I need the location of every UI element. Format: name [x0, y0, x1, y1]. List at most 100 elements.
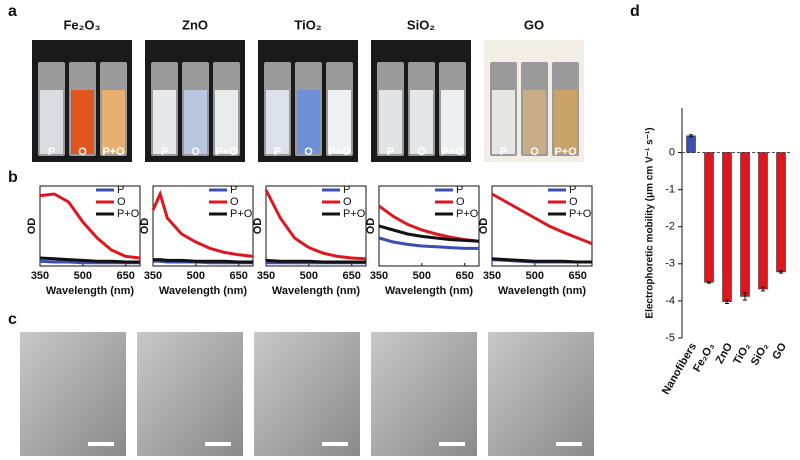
tem-image	[371, 332, 477, 456]
vial-liquid	[71, 90, 94, 154]
data-line	[265, 258, 366, 264]
x-tick-label: 650	[569, 270, 587, 282]
plot-frame	[39, 185, 141, 267]
x-axis-label: Wavelength (nm)	[385, 285, 474, 297]
bar	[758, 152, 768, 290]
vial-liquid	[379, 90, 402, 154]
vial-liquid	[102, 90, 125, 154]
legend-label: P	[456, 184, 463, 196]
error-bar	[725, 299, 729, 304]
bar	[740, 152, 750, 297]
scale-bar	[88, 442, 114, 446]
plot-frame	[152, 185, 254, 267]
vial-liquid	[523, 90, 546, 154]
vial-label: P	[48, 146, 55, 158]
tem-image	[488, 332, 594, 456]
y-axis-label: OD	[365, 218, 377, 235]
panel-label: a	[8, 3, 17, 20]
y-axis-label: OD	[252, 218, 264, 235]
error-bar	[779, 270, 783, 274]
legend-label: O	[343, 196, 352, 208]
x-tick-label: 350	[144, 270, 162, 282]
vial-label: P+O	[441, 146, 464, 158]
error-bar	[707, 281, 711, 284]
sample-name: Fe₂O₃	[63, 17, 100, 32]
x-tick-label: 350	[31, 270, 49, 282]
tem-image	[254, 332, 360, 456]
vial-label: P+O	[554, 146, 577, 158]
legend-label: P	[569, 184, 576, 196]
vial-liquid	[215, 90, 238, 154]
vial-label: P	[500, 146, 507, 158]
legend-label: P+O	[343, 208, 366, 220]
tem-image	[20, 332, 126, 456]
vial-liquid	[266, 90, 289, 154]
data-line	[378, 224, 480, 243]
x-tick-label: 350	[370, 270, 388, 282]
vial-liquid	[297, 90, 320, 154]
scale-bar	[205, 442, 231, 446]
vial-label: P+O	[102, 146, 125, 158]
bar	[686, 135, 696, 153]
legend-label: O	[569, 196, 578, 208]
data-line	[151, 189, 254, 258]
x-tick-label: 500	[413, 270, 431, 282]
bar	[722, 152, 732, 302]
x-tick-label: 500	[526, 270, 544, 282]
bar	[776, 152, 786, 273]
x-tick-label: 350	[257, 270, 275, 282]
scale-bar	[322, 442, 348, 446]
legend-label: P	[343, 184, 350, 196]
y-tick-label: -4	[665, 295, 675, 307]
vial-label: O	[417, 146, 426, 158]
legend-label: O	[230, 196, 239, 208]
vial-label: P	[387, 146, 394, 158]
data-line	[39, 192, 141, 260]
vial-label: O	[78, 146, 87, 158]
y-axis-label: OD	[478, 218, 490, 235]
vial-label: P+O	[215, 146, 238, 158]
vial-liquid	[410, 90, 433, 154]
x-axis-label: Wavelength (nm)	[272, 285, 361, 297]
vial-label: P+O	[328, 146, 351, 158]
legend-label: P	[117, 184, 124, 196]
x-tick-label: 350	[483, 270, 501, 282]
x-tick-label: 500	[300, 270, 318, 282]
data-line	[264, 189, 367, 261]
x-tick-label: 500	[74, 270, 92, 282]
vial-liquid	[328, 90, 351, 154]
error-bar	[689, 134, 693, 138]
legend-label: O	[456, 196, 465, 208]
tem-image	[137, 332, 243, 456]
vial-liquid	[554, 90, 577, 154]
plot-frame	[491, 185, 593, 267]
y-axis-label: Electrophoretic mobility (μm cm V⁻¹ s⁻¹)	[645, 127, 656, 318]
legend-label: P+O	[117, 208, 140, 220]
x-tick-label: 650	[230, 270, 248, 282]
scale-bar	[439, 442, 465, 446]
scale-bar	[556, 442, 582, 446]
x-tick-label: SiO₂	[749, 341, 771, 368]
data-line	[491, 257, 592, 264]
x-tick-label: 650	[117, 270, 135, 282]
vial-liquid	[184, 90, 207, 154]
x-tick-label: 650	[343, 270, 361, 282]
x-axis-label: Wavelength (nm)	[46, 285, 135, 297]
vial-label: P	[274, 146, 281, 158]
vial-label: P	[161, 146, 168, 158]
plot-frame	[265, 185, 367, 267]
data-line	[378, 236, 479, 250]
y-axis-label: OD	[26, 218, 38, 235]
vial-label: O	[191, 146, 200, 158]
legend-label: P+O	[456, 208, 479, 220]
x-tick-label: GO	[770, 341, 789, 362]
panel-label: b	[8, 169, 18, 186]
vial-liquid	[492, 90, 515, 154]
vial-label: O	[304, 146, 313, 158]
vial-label: O	[530, 146, 539, 158]
x-tick-label: 650	[456, 270, 474, 282]
panel-label: d	[630, 3, 640, 20]
vial-liquid	[441, 90, 464, 154]
x-axis-label: Wavelength (nm)	[159, 285, 248, 297]
